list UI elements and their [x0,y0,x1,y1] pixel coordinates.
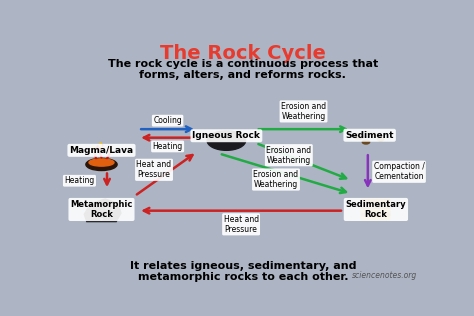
Text: Erosion and
Weathering: Erosion and Weathering [266,145,311,165]
Ellipse shape [354,134,364,139]
Ellipse shape [106,208,108,209]
Ellipse shape [100,219,102,220]
Ellipse shape [93,216,95,217]
Text: Metamorphic
Rock: Metamorphic Rock [70,200,133,219]
Text: sciencenotes.org: sciencenotes.org [352,271,418,280]
Ellipse shape [365,131,371,134]
Ellipse shape [89,159,114,166]
Ellipse shape [86,158,117,171]
Ellipse shape [97,205,99,206]
Text: Heating: Heating [64,176,95,185]
Ellipse shape [111,209,114,210]
Text: Compaction /
Cementation: Compaction / Cementation [374,162,425,181]
Ellipse shape [377,137,384,141]
Text: Sedimentary
Rock: Sedimentary Rock [346,200,406,219]
Ellipse shape [369,133,377,137]
Ellipse shape [211,133,235,141]
Ellipse shape [109,215,112,216]
Text: Igneous Rock: Igneous Rock [192,131,260,140]
Text: Magma/Lava: Magma/Lava [69,146,134,155]
Text: Heat and
Pressure: Heat and Pressure [137,160,172,179]
Text: The rock cycle is a continuous process that
forms, alters, and reforms rocks.: The rock cycle is a continuous process t… [108,58,378,80]
FancyBboxPatch shape [361,199,390,204]
FancyBboxPatch shape [361,215,390,220]
Text: Heating: Heating [153,142,183,151]
Ellipse shape [207,131,246,150]
FancyBboxPatch shape [361,211,390,216]
Text: Cooling: Cooling [153,116,182,125]
Text: Heat and
Pressure: Heat and Pressure [224,215,259,234]
Text: Erosion and
Weathering: Erosion and Weathering [254,170,299,189]
Ellipse shape [362,140,370,144]
Text: The Rock Cycle: The Rock Cycle [160,44,326,63]
Text: Sediment: Sediment [346,131,394,140]
Text: It relates igneous, sedimentary, and
metamorphic rocks to each other.: It relates igneous, sedimentary, and met… [130,261,356,282]
FancyBboxPatch shape [361,204,390,208]
Text: Erosion and
Weathering: Erosion and Weathering [281,102,326,121]
Polygon shape [84,199,121,222]
FancyBboxPatch shape [361,207,390,212]
